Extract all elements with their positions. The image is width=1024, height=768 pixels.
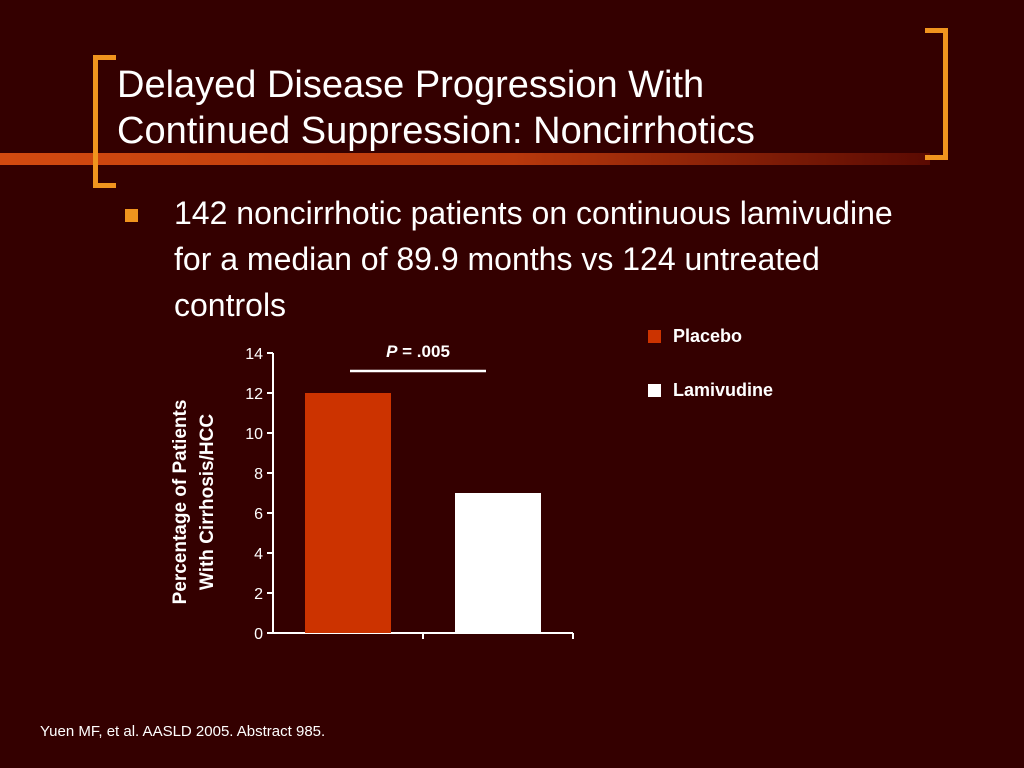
chart-bars bbox=[305, 393, 541, 633]
y-tick-label: 10 bbox=[245, 426, 263, 443]
legend-swatch-lamivudine bbox=[648, 383, 661, 397]
slide-title-line1: Delayed Disease Progression With bbox=[117, 64, 705, 106]
legend-label-lamivudine: Lamivudine bbox=[673, 379, 774, 400]
y-tick-label: 8 bbox=[254, 466, 263, 483]
chart-legend: Placebo Lamivudine bbox=[648, 325, 773, 433]
legend-label-placebo: Placebo bbox=[673, 325, 743, 346]
bullet-point: 142 noncirrhotic patients on continuous … bbox=[125, 190, 925, 328]
citation: Yuen MF, et al. AASLD 2005. Abstract 985… bbox=[40, 723, 326, 740]
legend-item-placebo: Placebo bbox=[648, 325, 773, 347]
p-value-text: P = .005 bbox=[386, 342, 450, 361]
y-tick-label: 0 bbox=[254, 626, 263, 643]
y-tick-label: 6 bbox=[254, 506, 263, 523]
p-value: = .005 bbox=[397, 342, 449, 361]
title-accent-bar bbox=[0, 153, 930, 165]
y-axis-label: Percentage of Patients With Cirrhosis/HC… bbox=[170, 400, 218, 605]
bar-placebo bbox=[305, 393, 391, 633]
p-symbol: P bbox=[386, 342, 398, 361]
y-axis-label-line2: With Cirrhosis/HCC bbox=[197, 414, 218, 590]
bar-lamivudine bbox=[455, 493, 541, 633]
slide-title-line2: Continued Suppression: Noncirrhotics bbox=[117, 110, 755, 152]
y-tick-label: 14 bbox=[245, 346, 263, 363]
right-bracket-decoration bbox=[925, 28, 948, 160]
legend-swatch-placebo bbox=[648, 329, 661, 343]
y-axis-label-line1: Percentage of Patients bbox=[170, 400, 191, 605]
legend-item-lamivudine: Lamivudine bbox=[648, 379, 773, 401]
square-bullet-icon bbox=[125, 209, 138, 222]
y-tick-label: 12 bbox=[245, 386, 263, 403]
p-value-annotation: P = .005 bbox=[350, 342, 486, 373]
slide-title: Delayed Disease Progression With Continu… bbox=[117, 62, 917, 154]
bullet-text: 142 noncirrhotic patients on continuous … bbox=[174, 195, 893, 323]
y-tick-label: 4 bbox=[254, 546, 263, 563]
y-tick-label: 2 bbox=[254, 586, 263, 603]
left-bracket-decoration bbox=[93, 55, 116, 188]
